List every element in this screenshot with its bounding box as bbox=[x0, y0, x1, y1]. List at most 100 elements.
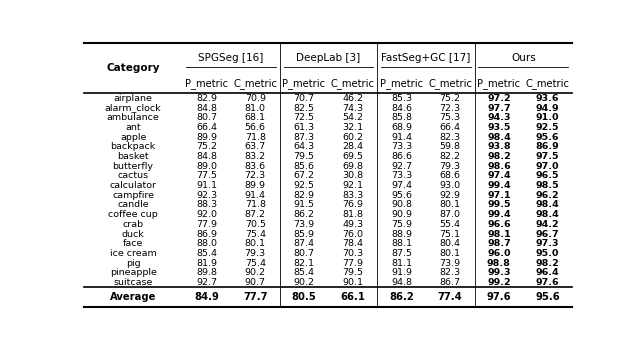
Text: 71.8: 71.8 bbox=[244, 133, 266, 142]
Text: 80.1: 80.1 bbox=[440, 249, 461, 258]
Text: 70.3: 70.3 bbox=[342, 249, 364, 258]
Text: 89.9: 89.9 bbox=[196, 133, 217, 142]
Text: 98.4: 98.4 bbox=[536, 200, 559, 209]
Text: 82.1: 82.1 bbox=[294, 259, 314, 268]
Text: 86.2: 86.2 bbox=[389, 292, 414, 302]
Text: calculator: calculator bbox=[109, 181, 157, 190]
Text: C_metric: C_metric bbox=[428, 78, 472, 89]
Text: 88.3: 88.3 bbox=[196, 200, 217, 209]
Text: 60.2: 60.2 bbox=[342, 133, 364, 142]
Text: 76.0: 76.0 bbox=[342, 230, 364, 239]
Text: 70.5: 70.5 bbox=[244, 220, 266, 229]
Text: 72.5: 72.5 bbox=[294, 113, 314, 122]
Text: 68.6: 68.6 bbox=[440, 171, 461, 180]
Text: 77.7: 77.7 bbox=[243, 292, 268, 302]
Text: 28.4: 28.4 bbox=[342, 142, 364, 151]
Text: cactus: cactus bbox=[118, 171, 148, 180]
Text: 80.5: 80.5 bbox=[292, 292, 316, 302]
Text: 90.8: 90.8 bbox=[391, 200, 412, 209]
Text: 96.7: 96.7 bbox=[536, 230, 559, 239]
Text: 79.3: 79.3 bbox=[440, 162, 461, 171]
Text: campfire: campfire bbox=[112, 191, 154, 200]
Text: 59.8: 59.8 bbox=[440, 142, 461, 151]
Text: 90.7: 90.7 bbox=[244, 278, 266, 287]
Text: 93.5: 93.5 bbox=[487, 123, 511, 132]
Text: Ours: Ours bbox=[511, 53, 536, 63]
Text: crab: crab bbox=[122, 220, 143, 229]
Text: 94.8: 94.8 bbox=[391, 278, 412, 287]
Text: 99.4: 99.4 bbox=[487, 210, 511, 219]
Text: 99.2: 99.2 bbox=[487, 278, 511, 287]
Text: 91.5: 91.5 bbox=[294, 200, 314, 209]
Text: suitcase: suitcase bbox=[113, 278, 153, 287]
Text: 68.9: 68.9 bbox=[391, 123, 412, 132]
Text: 66.4: 66.4 bbox=[440, 123, 461, 132]
Text: 87.3: 87.3 bbox=[293, 133, 314, 142]
Text: 97.6: 97.6 bbox=[536, 278, 559, 287]
Text: 92.9: 92.9 bbox=[440, 191, 461, 200]
Text: 66.1: 66.1 bbox=[340, 292, 365, 302]
Text: 83.2: 83.2 bbox=[244, 152, 266, 161]
Text: 84.8: 84.8 bbox=[196, 103, 217, 112]
Text: apple: apple bbox=[120, 133, 147, 142]
Text: 97.0: 97.0 bbox=[536, 162, 559, 171]
Text: 71.8: 71.8 bbox=[244, 200, 266, 209]
Text: 99.4: 99.4 bbox=[487, 181, 511, 190]
Text: 49.3: 49.3 bbox=[342, 220, 364, 229]
Text: 79.5: 79.5 bbox=[294, 152, 314, 161]
Text: 56.6: 56.6 bbox=[244, 123, 266, 132]
Text: 92.7: 92.7 bbox=[391, 162, 412, 171]
Text: 85.9: 85.9 bbox=[294, 230, 314, 239]
Text: 97.7: 97.7 bbox=[487, 103, 511, 112]
Text: 77.5: 77.5 bbox=[196, 171, 217, 180]
Text: 75.4: 75.4 bbox=[244, 230, 266, 239]
Text: C_metric: C_metric bbox=[331, 78, 375, 89]
Text: 83.3: 83.3 bbox=[342, 191, 364, 200]
Text: 88.9: 88.9 bbox=[391, 230, 412, 239]
Text: 92.0: 92.0 bbox=[196, 210, 217, 219]
Text: 86.7: 86.7 bbox=[440, 278, 461, 287]
Text: 82.3: 82.3 bbox=[440, 133, 461, 142]
Text: P_metric: P_metric bbox=[477, 78, 520, 89]
Text: P_metric: P_metric bbox=[380, 78, 423, 89]
Text: 72.3: 72.3 bbox=[244, 171, 266, 180]
Text: 46.2: 46.2 bbox=[342, 94, 364, 103]
Text: 76.9: 76.9 bbox=[342, 200, 364, 209]
Text: 89.8: 89.8 bbox=[196, 268, 217, 277]
Text: 99.5: 99.5 bbox=[487, 200, 511, 209]
Text: 82.9: 82.9 bbox=[196, 94, 217, 103]
Text: 95.6: 95.6 bbox=[536, 133, 559, 142]
Text: 91.9: 91.9 bbox=[391, 268, 412, 277]
Text: 79.3: 79.3 bbox=[244, 249, 266, 258]
Text: 91.1: 91.1 bbox=[196, 181, 217, 190]
Text: pineapple: pineapple bbox=[109, 268, 157, 277]
Text: 80.1: 80.1 bbox=[440, 200, 461, 209]
Text: 92.1: 92.1 bbox=[342, 181, 364, 190]
Text: 95.0: 95.0 bbox=[536, 249, 559, 258]
Text: 63.7: 63.7 bbox=[244, 142, 266, 151]
Text: 92.7: 92.7 bbox=[196, 278, 217, 287]
Text: 90.9: 90.9 bbox=[391, 210, 412, 219]
Text: 97.4: 97.4 bbox=[487, 171, 511, 180]
Text: 90.1: 90.1 bbox=[342, 278, 364, 287]
Text: 87.5: 87.5 bbox=[391, 249, 412, 258]
Text: 98.1: 98.1 bbox=[487, 230, 511, 239]
Text: 77.9: 77.9 bbox=[342, 259, 364, 268]
Text: 69.5: 69.5 bbox=[342, 152, 364, 161]
Text: 81.0: 81.0 bbox=[244, 103, 266, 112]
Text: 88.0: 88.0 bbox=[196, 239, 217, 248]
Text: 67.2: 67.2 bbox=[294, 171, 314, 180]
Text: 87.2: 87.2 bbox=[244, 210, 266, 219]
Text: 94.9: 94.9 bbox=[536, 103, 559, 112]
Text: 82.5: 82.5 bbox=[294, 103, 314, 112]
Text: 77.9: 77.9 bbox=[196, 220, 217, 229]
Text: 96.4: 96.4 bbox=[536, 268, 559, 277]
Text: 98.2: 98.2 bbox=[487, 152, 511, 161]
Text: 80.4: 80.4 bbox=[440, 239, 461, 248]
Text: SPGSeg [16]: SPGSeg [16] bbox=[198, 53, 264, 63]
Text: 96.0: 96.0 bbox=[487, 249, 511, 258]
Text: 80.7: 80.7 bbox=[196, 113, 217, 122]
Text: 75.2: 75.2 bbox=[440, 94, 461, 103]
Text: 99.3: 99.3 bbox=[487, 268, 511, 277]
Text: 81.8: 81.8 bbox=[342, 210, 364, 219]
